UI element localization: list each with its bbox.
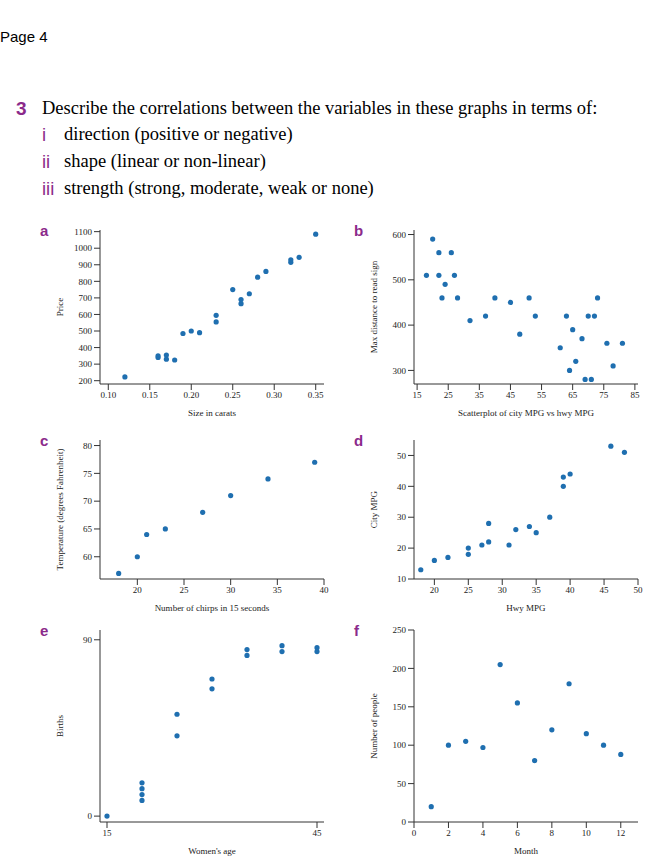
svg-text:20: 20 [133, 585, 143, 595]
html-text:Page 4: Page 4 [0, 28, 48, 45]
svg-text:500: 500 [79, 326, 93, 336]
svg-text:50: 50 [634, 585, 644, 595]
html-text:i: i [42, 124, 47, 145]
svg-text:Size in carats: Size in carats [188, 408, 236, 418]
svg-text:600: 600 [79, 310, 93, 320]
svg-text:Women's age: Women's age [188, 846, 236, 856]
svg-text:Hwy MPG: Hwy MPG [506, 603, 546, 613]
svg-text:Month: Month [514, 846, 539, 856]
html-text:b: b [354, 222, 364, 239]
svg-text:35: 35 [532, 585, 542, 595]
svg-text:Max distance to read sign: Max distance to read sign [369, 260, 379, 353]
html-text:d: d [354, 432, 364, 449]
svg-text:300: 300 [393, 366, 407, 376]
svg-text:0: 0 [88, 811, 93, 821]
svg-text:2: 2 [446, 828, 451, 838]
html-text:iii: iii [42, 178, 55, 199]
svg-text:10: 10 [582, 828, 592, 838]
svg-text:900: 900 [79, 260, 93, 270]
svg-text:0.30: 0.30 [266, 390, 282, 400]
svg-text:Temperature (degrees Fahrenhei: Temperature (degrees Fahrenheit) [55, 449, 65, 571]
svg-text:25: 25 [464, 585, 474, 595]
svg-text:15: 15 [103, 828, 113, 838]
svg-text:60: 60 [83, 552, 93, 562]
html-text:Describe the correlations betw: Describe the correlations between the va… [42, 98, 598, 118]
svg-text:Births: Births [55, 715, 65, 738]
svg-text:0.20: 0.20 [183, 390, 199, 400]
svg-text:Number of chirps in 15 seconds: Number of chirps in 15 seconds [155, 603, 270, 613]
svg-text:0.10: 0.10 [100, 390, 116, 400]
svg-text:15: 15 [413, 390, 423, 400]
html-text:shape (linear or non-linear): shape (linear or non-linear) [64, 151, 266, 171]
svg-text:90: 90 [83, 635, 93, 645]
svg-text:500: 500 [393, 275, 407, 285]
svg-text:25: 25 [180, 585, 190, 595]
svg-text:0.35: 0.35 [308, 390, 324, 400]
svg-text:45: 45 [600, 585, 610, 595]
svg-text:30: 30 [226, 585, 236, 595]
svg-text:8: 8 [550, 828, 555, 838]
svg-text:30: 30 [397, 512, 407, 522]
html-text:ii: ii [42, 151, 51, 172]
svg-text:0: 0 [412, 828, 417, 838]
html-text:a: a [40, 222, 49, 239]
svg-text:20: 20 [397, 543, 407, 553]
svg-text:12: 12 [616, 828, 625, 838]
svg-text:0.25: 0.25 [225, 390, 241, 400]
svg-text:0.15: 0.15 [142, 390, 158, 400]
svg-text:45: 45 [506, 390, 516, 400]
svg-text:800: 800 [79, 277, 93, 287]
svg-text:150: 150 [393, 702, 407, 712]
html-text:c: c [40, 432, 49, 449]
svg-text:40: 40 [566, 585, 576, 595]
html-text:direction (positive or negativ: direction (positive or negative) [64, 124, 293, 144]
html-text:strength (strong, moderate, we: strength (strong, moderate, weak or none… [64, 178, 374, 198]
svg-text:City MPG: City MPG [369, 490, 379, 528]
svg-text:40: 40 [320, 585, 330, 595]
svg-text:Scatterplot of city MPG vs hwy: Scatterplot of city MPG vs hwy MPG [458, 408, 594, 418]
svg-text:50: 50 [397, 779, 407, 789]
svg-text:30: 30 [498, 585, 508, 595]
svg-text:20: 20 [430, 585, 440, 595]
svg-text:400: 400 [393, 320, 407, 330]
svg-text:75: 75 [83, 469, 93, 479]
svg-text:6: 6 [515, 828, 520, 838]
svg-text:25: 25 [444, 390, 454, 400]
svg-text:65: 65 [83, 524, 93, 534]
svg-text:1000: 1000 [74, 243, 93, 253]
svg-text:Number of people: Number of people [369, 693, 379, 758]
svg-text:Price: Price [55, 298, 65, 317]
svg-text:200: 200 [79, 376, 93, 386]
svg-text:70: 70 [83, 496, 93, 506]
svg-text:35: 35 [475, 390, 485, 400]
svg-text:65: 65 [568, 390, 578, 400]
svg-text:10: 10 [397, 574, 407, 584]
svg-text:200: 200 [393, 664, 407, 674]
svg-text:0: 0 [402, 817, 407, 827]
svg-text:85: 85 [630, 390, 640, 400]
svg-text:600: 600 [393, 230, 407, 240]
svg-text:80: 80 [83, 441, 93, 451]
html-text:3: 3 [16, 98, 27, 119]
svg-text:1100: 1100 [74, 227, 92, 237]
svg-text:700: 700 [79, 293, 93, 303]
svg-text:400: 400 [79, 343, 93, 353]
svg-text:35: 35 [273, 585, 283, 595]
svg-text:45: 45 [313, 828, 323, 838]
html-text:f: f [354, 622, 359, 639]
html-text:e: e [40, 622, 49, 639]
svg-text:300: 300 [79, 359, 93, 369]
svg-text:100: 100 [393, 740, 407, 750]
svg-text:50: 50 [397, 451, 407, 461]
svg-text:55: 55 [537, 390, 547, 400]
svg-text:4: 4 [481, 828, 486, 838]
svg-text:40: 40 [397, 482, 407, 492]
svg-text:75: 75 [599, 390, 609, 400]
svg-text:250: 250 [393, 625, 407, 635]
